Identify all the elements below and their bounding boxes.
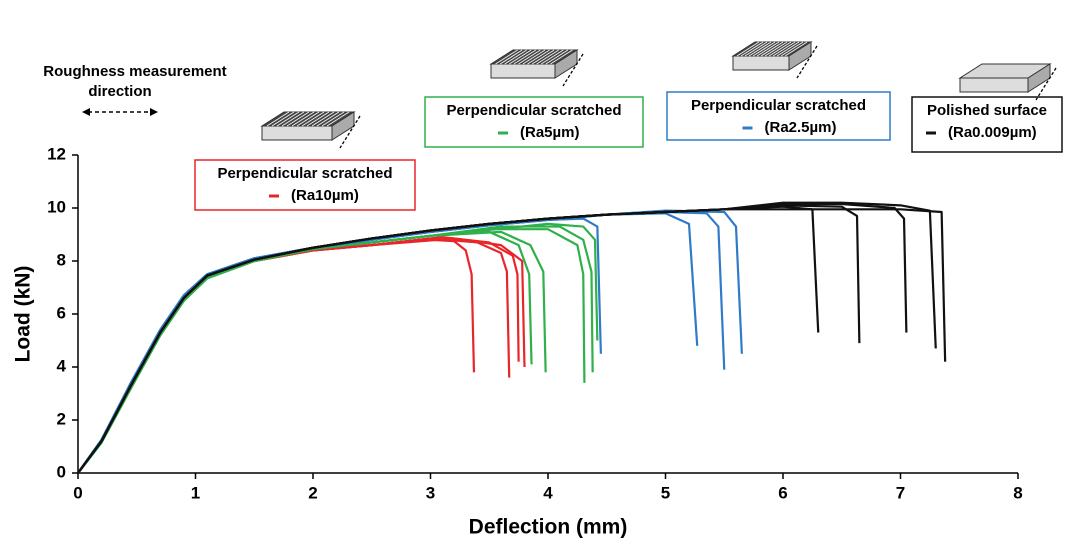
legend-label: (Ra2.5µm) [765,119,837,136]
x-tick-label: 7 [896,483,905,502]
load-curve [78,203,936,473]
x-tick-label: 6 [778,483,787,502]
x-tick-label: 1 [191,483,200,502]
y-tick-label: 10 [47,197,66,216]
legend-entry: Perpendicular scratched (Ra10µm) [195,160,415,210]
legend-entry: Perpendicular scratched (Ra5µm) [425,97,643,147]
y-tick-label: 0 [57,462,66,481]
x-axis-title: Deflection (mm) [469,516,628,539]
load-curve [78,212,724,473]
legend-name: Polished surface [927,102,1047,119]
load-curve [78,211,742,473]
direction-arrow [82,108,158,116]
x-tick-label: 4 [543,483,553,502]
x-tick-label: 8 [1013,483,1022,502]
legend-entry: Perpendicular scratched (Ra2.5µm) [667,92,890,140]
y-tick-label: 12 [47,144,66,163]
y-tick-label: 2 [57,409,66,428]
y-tick-label: 6 [57,303,66,322]
block-front [960,78,1028,92]
x-tick-label: 2 [308,483,317,502]
load-curve [78,238,509,473]
block-front [262,126,332,140]
block-front [491,64,555,78]
load-curve [78,240,474,473]
load-curve [78,213,697,473]
annotation: direction [88,83,151,100]
y-axis-title: Load (kN) [12,266,35,363]
block-front [733,56,789,70]
x-tick-label: 3 [426,483,435,502]
legend-label: (Ra10µm) [291,187,359,204]
load-curve [78,207,818,473]
y-tick-label: 4 [57,356,67,375]
sample-illustrations [262,42,1056,148]
x-tick-label: 5 [661,483,670,502]
annotation: Roughness measurement [43,63,226,80]
load-curve [78,232,532,473]
legend-entry: Polished surface (Ra0.009µm) [912,97,1062,152]
legend-label: (Ra0.009µm) [948,124,1037,141]
legend-name: Perpendicular scratched [691,97,866,114]
legend-name: Perpendicular scratched [446,102,621,119]
load-curve [78,237,519,473]
y-tick-label: 8 [57,250,66,269]
legend-label: (Ra5µm) [520,124,580,141]
legend-name: Perpendicular scratched [217,165,392,182]
x-tick-label: 0 [73,483,82,502]
chart: Roughness measurement direction Deflecti… [0,0,1068,544]
